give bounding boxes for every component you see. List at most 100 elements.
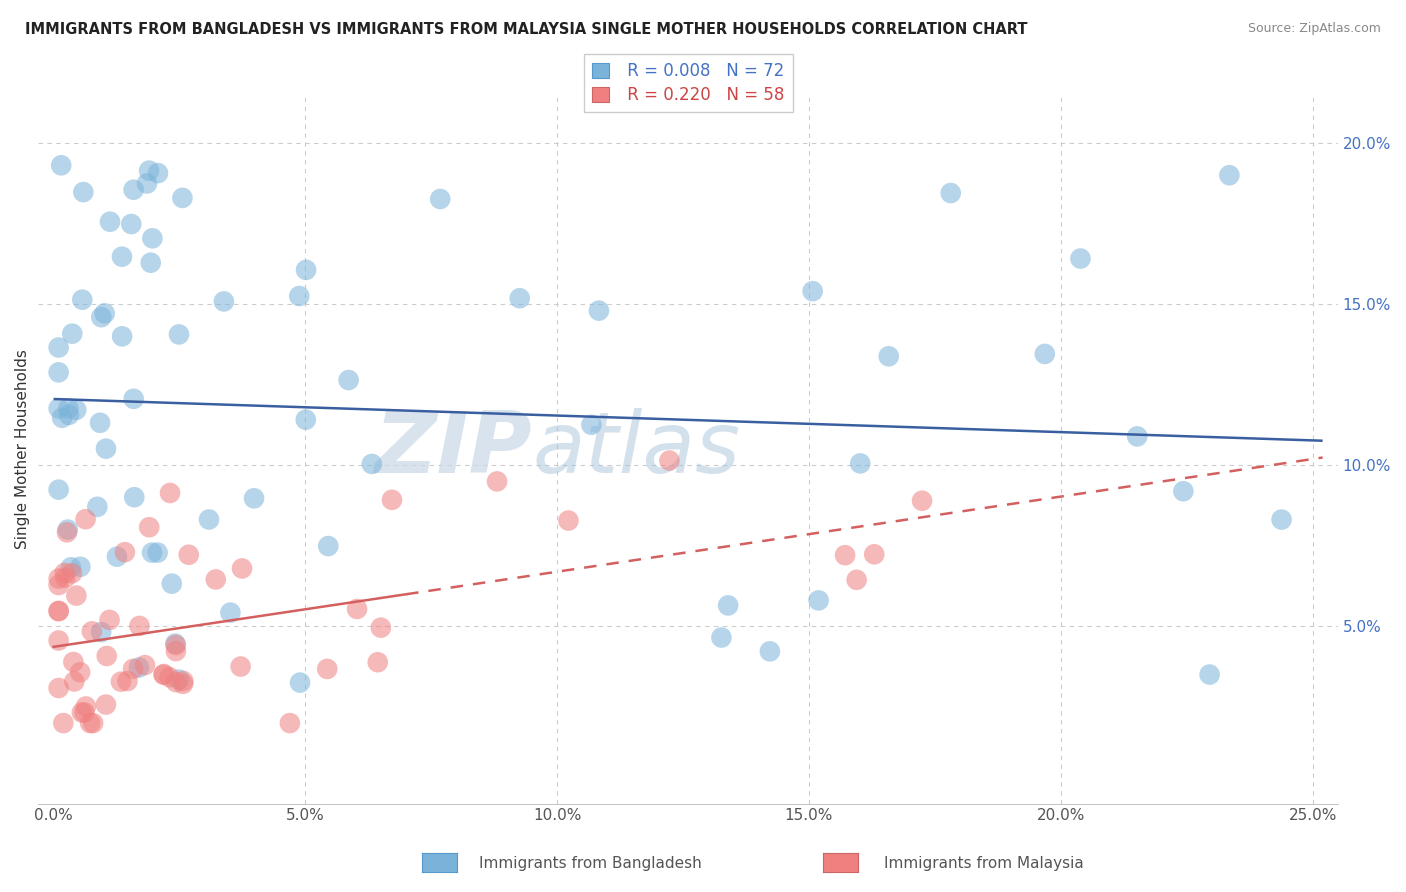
Point xyxy=(877,349,900,363)
Point xyxy=(48,681,70,695)
Point xyxy=(370,621,392,635)
Point xyxy=(48,633,70,648)
Point xyxy=(48,341,70,355)
Legend:  R = 0.008   N = 72,  R = 0.220   N = 58: R = 0.008 N = 72, R = 0.220 N = 58 xyxy=(583,54,793,112)
Point xyxy=(73,706,96,720)
Point xyxy=(710,631,733,645)
Point xyxy=(1069,252,1091,266)
Point xyxy=(58,401,80,416)
Point xyxy=(294,412,316,426)
Point xyxy=(48,578,70,592)
Point xyxy=(346,602,368,616)
Point xyxy=(80,624,103,639)
Point xyxy=(165,675,187,690)
Point xyxy=(231,561,253,575)
Point xyxy=(367,655,389,669)
Point xyxy=(98,613,121,627)
Point xyxy=(160,576,183,591)
Point xyxy=(117,674,139,689)
Point xyxy=(288,289,311,303)
Point xyxy=(229,659,252,673)
Point xyxy=(93,306,115,320)
Point xyxy=(75,699,97,714)
Point xyxy=(52,716,75,731)
Text: Immigrants from Malaysia: Immigrants from Malaysia xyxy=(884,856,1084,871)
Point xyxy=(138,520,160,534)
Point xyxy=(165,644,187,658)
Point xyxy=(177,548,200,562)
Point xyxy=(72,293,94,307)
Point xyxy=(316,539,339,553)
Point xyxy=(1218,168,1240,182)
Point xyxy=(165,637,187,651)
Point xyxy=(53,566,76,580)
Point xyxy=(165,638,187,652)
Text: ZIP: ZIP xyxy=(374,408,533,491)
Point xyxy=(58,408,80,422)
Point xyxy=(51,410,73,425)
Point xyxy=(62,655,84,669)
Point xyxy=(717,599,740,613)
Point xyxy=(381,492,404,507)
Point xyxy=(243,491,266,506)
Point xyxy=(939,186,962,200)
Point xyxy=(429,192,451,206)
Point xyxy=(70,706,93,720)
Point xyxy=(1126,429,1149,443)
Y-axis label: Single Mother Households: Single Mother Households xyxy=(15,350,30,549)
Point xyxy=(509,291,531,305)
Point xyxy=(111,250,134,264)
Point xyxy=(56,523,79,537)
Point xyxy=(48,572,70,586)
Point xyxy=(172,191,194,205)
Point xyxy=(122,392,145,406)
Point xyxy=(1271,512,1294,526)
Point xyxy=(278,716,301,731)
Point xyxy=(79,716,101,731)
Text: IMMIGRANTS FROM BANGLADESH VS IMMIGRANTS FROM MALAYSIA SINGLE MOTHER HOUSEHOLDS : IMMIGRANTS FROM BANGLADESH VS IMMIGRANTS… xyxy=(25,22,1028,37)
Point xyxy=(134,658,156,673)
Point xyxy=(1173,484,1195,499)
Point xyxy=(105,549,128,564)
Point xyxy=(1198,667,1220,681)
Point xyxy=(159,670,181,684)
Point xyxy=(98,215,121,229)
Point xyxy=(141,546,163,560)
Point xyxy=(96,648,118,663)
Point xyxy=(152,667,174,681)
Point xyxy=(167,673,190,687)
Point xyxy=(89,416,111,430)
Point xyxy=(146,545,169,559)
Point xyxy=(807,593,830,607)
Point xyxy=(557,514,579,528)
Point xyxy=(834,548,856,562)
Point xyxy=(56,525,79,540)
Point xyxy=(658,453,681,467)
Point xyxy=(111,329,134,343)
Point xyxy=(75,512,97,526)
Point xyxy=(122,183,145,197)
Point xyxy=(51,158,73,172)
Point xyxy=(120,217,142,231)
Point xyxy=(60,326,83,341)
Point xyxy=(65,402,87,417)
Point xyxy=(59,560,82,574)
Point xyxy=(60,566,83,581)
Point xyxy=(153,667,176,681)
Point xyxy=(337,373,360,387)
Point xyxy=(911,493,934,508)
Point xyxy=(172,677,194,691)
Point xyxy=(167,327,190,342)
Point xyxy=(69,559,91,574)
Point xyxy=(128,660,150,674)
Point xyxy=(48,604,70,618)
Point xyxy=(90,625,112,640)
Point xyxy=(72,185,94,199)
Text: atlas: atlas xyxy=(533,408,740,491)
Point xyxy=(360,457,382,471)
Point xyxy=(288,675,311,690)
Text: Immigrants from Bangladesh: Immigrants from Bangladesh xyxy=(479,856,702,871)
Point xyxy=(204,573,226,587)
Point xyxy=(316,662,339,676)
Point xyxy=(486,475,509,489)
